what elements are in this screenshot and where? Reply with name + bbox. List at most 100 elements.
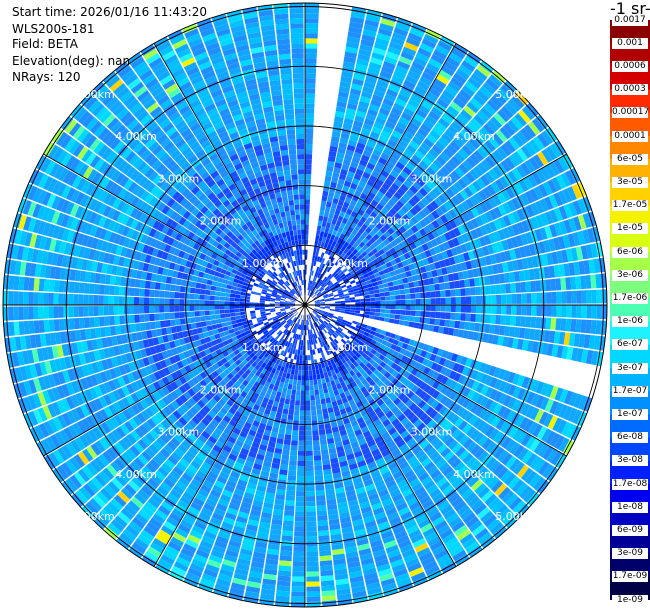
range-gate bbox=[209, 310, 215, 315]
range-gate bbox=[283, 328, 288, 334]
range-gate bbox=[373, 453, 383, 461]
range-gate bbox=[429, 162, 440, 173]
range-gate bbox=[113, 296, 119, 305]
range-gate bbox=[328, 314, 334, 318]
range-gate bbox=[240, 291, 246, 296]
range-gate bbox=[578, 260, 586, 275]
range-gate bbox=[501, 294, 507, 304]
range-gate bbox=[312, 435, 320, 441]
range-gate bbox=[328, 412, 335, 419]
range-gate bbox=[348, 376, 355, 384]
range-gate bbox=[348, 463, 358, 471]
range-gate bbox=[48, 279, 55, 292]
range-gate bbox=[199, 316, 206, 322]
range-gate bbox=[194, 520, 207, 531]
range-gate bbox=[224, 309, 230, 314]
range-gate bbox=[334, 568, 348, 576]
range-gate bbox=[422, 343, 430, 352]
range-gate bbox=[219, 305, 225, 310]
range-gate bbox=[320, 323, 326, 329]
range-gate bbox=[356, 142, 366, 150]
range-gate bbox=[452, 272, 459, 281]
range-gate bbox=[362, 29, 377, 38]
range-gate bbox=[194, 299, 200, 305]
range-gate bbox=[335, 231, 342, 238]
range-gate bbox=[421, 197, 430, 207]
range-gate bbox=[362, 188, 370, 196]
range-gate bbox=[252, 551, 266, 559]
range-gate bbox=[370, 153, 380, 162]
range-gate bbox=[373, 166, 383, 174]
range-gate bbox=[319, 318, 324, 323]
range-gate bbox=[384, 272, 391, 279]
range-gate bbox=[207, 410, 217, 419]
range-gate bbox=[365, 362, 373, 369]
range-gate bbox=[240, 390, 248, 398]
range-gate bbox=[227, 544, 240, 553]
range-gate bbox=[435, 297, 441, 305]
range-gate bbox=[389, 207, 398, 216]
range-gate bbox=[149, 517, 163, 529]
range-gate bbox=[271, 462, 280, 470]
range-gate bbox=[328, 294, 334, 298]
range-gate bbox=[305, 149, 313, 155]
range-gate bbox=[54, 332, 62, 345]
range-gate bbox=[378, 316, 385, 322]
range-gate bbox=[472, 93, 486, 106]
range-gate bbox=[483, 473, 496, 486]
range-gate bbox=[222, 340, 229, 347]
range-gate bbox=[355, 305, 361, 308]
range-gate bbox=[305, 123, 314, 129]
range-gate bbox=[201, 535, 215, 545]
range-gate bbox=[79, 486, 92, 501]
range-gate bbox=[339, 222, 346, 229]
range-gate bbox=[314, 289, 319, 294]
range-gate bbox=[352, 235, 359, 243]
range-gate bbox=[329, 297, 335, 300]
range-gate bbox=[292, 338, 296, 344]
range-gate bbox=[470, 499, 484, 512]
range-gate bbox=[220, 494, 231, 503]
range-gate bbox=[208, 389, 216, 398]
range-gate bbox=[336, 276, 342, 282]
range-gate bbox=[199, 379, 208, 388]
range-gate bbox=[336, 204, 343, 211]
range-gate bbox=[328, 322, 334, 327]
range-gate bbox=[370, 297, 376, 302]
range-gate bbox=[298, 445, 305, 451]
range-gate bbox=[391, 275, 398, 282]
range-gate bbox=[294, 516, 305, 522]
range-gate bbox=[368, 157, 378, 166]
range-gate bbox=[477, 507, 491, 520]
range-gate bbox=[306, 531, 318, 537]
range-gate bbox=[252, 499, 264, 507]
range-gate bbox=[269, 436, 277, 443]
range-gate bbox=[305, 370, 309, 376]
range-gate bbox=[175, 278, 182, 286]
range-gate bbox=[341, 217, 348, 225]
range-gate bbox=[390, 182, 400, 192]
range-gate bbox=[410, 428, 420, 438]
range-gate bbox=[392, 32, 407, 42]
range-gate bbox=[447, 541, 462, 553]
range-gate bbox=[322, 321, 328, 327]
range-gate bbox=[69, 457, 81, 471]
range-gate bbox=[406, 438, 416, 447]
range-gate bbox=[380, 152, 390, 161]
range-gate bbox=[288, 313, 294, 318]
range-gate bbox=[305, 224, 309, 230]
range-gate bbox=[504, 102, 518, 116]
range-gate bbox=[434, 140, 446, 151]
range-gate bbox=[346, 427, 354, 434]
range-gate bbox=[444, 388, 454, 398]
range-gate bbox=[394, 530, 408, 540]
range-gate bbox=[98, 396, 108, 408]
range-gate bbox=[231, 383, 239, 392]
range-gate bbox=[330, 533, 342, 541]
range-gate bbox=[282, 449, 290, 456]
range-gate bbox=[566, 346, 574, 361]
range-gate bbox=[497, 229, 506, 241]
range-gate bbox=[551, 177, 562, 192]
range-gate bbox=[170, 536, 184, 548]
range-gate bbox=[264, 364, 270, 371]
